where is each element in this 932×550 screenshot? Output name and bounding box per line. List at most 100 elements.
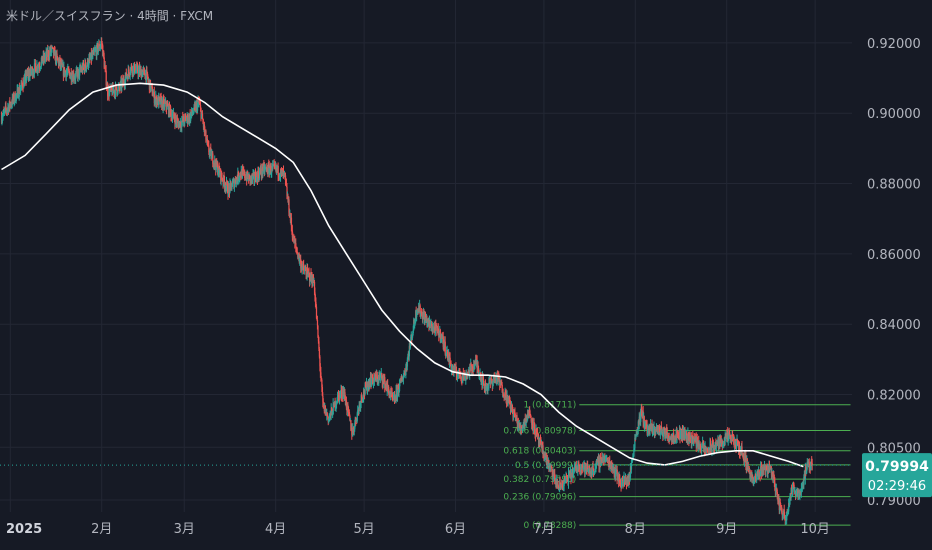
candle-body xyxy=(533,421,535,424)
moving-average-line xyxy=(1,82,804,468)
time-axis[interactable]: 2025 2月 3月 4月 5月 6月 7月 8月 9月 10月 xyxy=(6,522,830,537)
candle-body xyxy=(741,446,743,454)
candle-body xyxy=(742,453,745,458)
candle-body xyxy=(35,66,37,73)
candle-body xyxy=(505,392,507,402)
candle-body xyxy=(530,417,532,421)
candle-body xyxy=(373,378,376,382)
candle-body xyxy=(449,357,451,363)
candle-body xyxy=(338,394,340,396)
candle-body xyxy=(551,467,553,469)
candle-body xyxy=(444,341,446,354)
candle-body xyxy=(332,403,334,415)
candle-body xyxy=(33,64,36,75)
candle-body xyxy=(399,380,401,383)
candle-body xyxy=(406,359,409,367)
candle-body xyxy=(231,186,233,190)
candle-body xyxy=(327,415,329,417)
candle-body xyxy=(56,56,59,60)
candle-body xyxy=(446,349,448,354)
candle-body xyxy=(320,372,322,378)
candle-body xyxy=(470,364,472,366)
candle-body xyxy=(257,171,260,177)
candle-body xyxy=(309,281,311,283)
candle-body xyxy=(258,171,261,179)
candle-body xyxy=(463,373,466,380)
candle-body xyxy=(630,463,633,470)
candle-body xyxy=(780,505,782,508)
candlestick-series xyxy=(0,37,813,526)
candle-body xyxy=(130,67,132,73)
candle-body xyxy=(474,365,476,370)
price-tag: 0.79994 02:29:46 xyxy=(862,453,932,498)
fib-level-label: 0.618 (0.80403) xyxy=(503,447,576,457)
candle-body xyxy=(337,395,339,403)
candle-body xyxy=(420,313,422,315)
candle-body xyxy=(114,85,117,96)
candle-body xyxy=(462,372,465,378)
candle-body xyxy=(200,108,202,119)
y-tick-label: 0.82000 xyxy=(867,389,921,404)
candle-body xyxy=(233,183,236,188)
price-tag-box xyxy=(862,453,932,498)
candle-body xyxy=(65,72,68,78)
candle-body xyxy=(85,65,88,69)
candle-body xyxy=(806,462,808,466)
candle-body xyxy=(532,418,534,429)
candle-body xyxy=(721,440,723,447)
candle-body xyxy=(104,66,106,68)
candle-body xyxy=(84,61,87,68)
candle-body xyxy=(199,104,202,109)
candle-body xyxy=(635,433,637,437)
candle-body xyxy=(17,88,19,98)
candle-body xyxy=(41,56,43,64)
chart-title: 米ドル／スイスフラン · 4時間 · FXCM xyxy=(6,9,214,23)
candle-body xyxy=(419,305,421,315)
candle-body xyxy=(321,379,323,388)
y-tick-label: 0.88000 xyxy=(867,178,921,193)
fib-level-label: 0.786 (0.80978) xyxy=(503,426,576,436)
y-tick-label: 0.92000 xyxy=(867,37,921,52)
candle-body xyxy=(617,477,619,481)
x-tick-label: 2月 xyxy=(91,522,112,537)
candle-body xyxy=(557,484,559,488)
candle-body xyxy=(309,273,311,282)
x-tick-label: 2025 xyxy=(6,522,42,537)
candle-body xyxy=(252,176,254,181)
x-tick-label: 7月 xyxy=(533,522,554,537)
candle-body xyxy=(752,477,754,483)
y-tick-label: 0.84000 xyxy=(867,318,921,333)
x-tick-label: 10月 xyxy=(800,522,830,537)
candle-body xyxy=(133,66,135,74)
fib-level-label: 0.5 (0.79999) xyxy=(515,461,576,471)
candle-body xyxy=(277,165,279,177)
candle-body xyxy=(439,329,441,340)
candle-body xyxy=(92,52,94,56)
candle-body xyxy=(543,453,545,460)
price-axis[interactable]: 0.92000 0.90000 0.88000 0.86000 0.84000 0.820… xyxy=(867,37,921,509)
candle-body xyxy=(190,114,192,121)
candle-body xyxy=(64,70,67,73)
candle-body xyxy=(270,165,272,174)
candle-body xyxy=(318,341,320,349)
candle-body xyxy=(762,467,764,472)
grid-lines xyxy=(0,0,852,512)
candle-body xyxy=(811,463,813,466)
candle-body xyxy=(20,87,22,90)
candle-body xyxy=(228,186,230,189)
candle-body xyxy=(69,75,71,79)
fib-level-label: 1 (0.81711) xyxy=(523,401,576,411)
candle-body xyxy=(34,63,37,67)
candle-body xyxy=(169,106,172,111)
candle-body xyxy=(229,182,231,193)
x-tick-label: 8月 xyxy=(625,522,646,537)
candle-body xyxy=(502,392,504,396)
candle-body xyxy=(619,474,621,482)
candle-body xyxy=(197,103,199,111)
candle-body xyxy=(438,333,440,338)
candle-body xyxy=(782,514,784,515)
candle-body xyxy=(501,384,503,393)
fib-level-label: 0.382 (0.79595) xyxy=(503,475,576,485)
candle-body xyxy=(88,58,90,66)
